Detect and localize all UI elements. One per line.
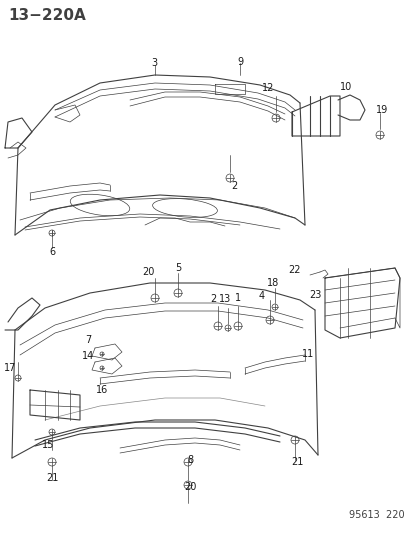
Text: 22: 22 (288, 265, 301, 275)
Text: 15: 15 (42, 440, 54, 450)
Text: 9: 9 (236, 57, 242, 67)
Text: 5: 5 (174, 263, 181, 273)
Text: 20: 20 (142, 267, 154, 277)
Text: 23: 23 (308, 290, 320, 300)
Text: 20: 20 (183, 482, 196, 492)
Text: 7: 7 (85, 335, 91, 345)
Text: 1: 1 (234, 293, 240, 303)
Text: 95613  220: 95613 220 (349, 510, 404, 520)
Text: 14: 14 (82, 351, 94, 361)
Text: 13: 13 (218, 294, 230, 304)
Text: 12: 12 (261, 83, 273, 93)
Text: 21: 21 (290, 457, 302, 467)
Text: 16: 16 (96, 385, 108, 395)
Text: 6: 6 (49, 247, 55, 257)
Text: 4: 4 (258, 291, 264, 301)
Text: 3: 3 (151, 58, 157, 68)
Text: 19: 19 (375, 105, 387, 115)
Text: 18: 18 (266, 278, 278, 288)
Text: 13−220A: 13−220A (8, 8, 85, 23)
Text: 10: 10 (339, 82, 351, 92)
Text: 8: 8 (187, 455, 192, 465)
Text: 2: 2 (230, 181, 237, 191)
Text: 21: 21 (46, 473, 58, 483)
Text: 17: 17 (4, 363, 16, 373)
Text: 11: 11 (301, 349, 313, 359)
Text: 2: 2 (209, 294, 216, 304)
